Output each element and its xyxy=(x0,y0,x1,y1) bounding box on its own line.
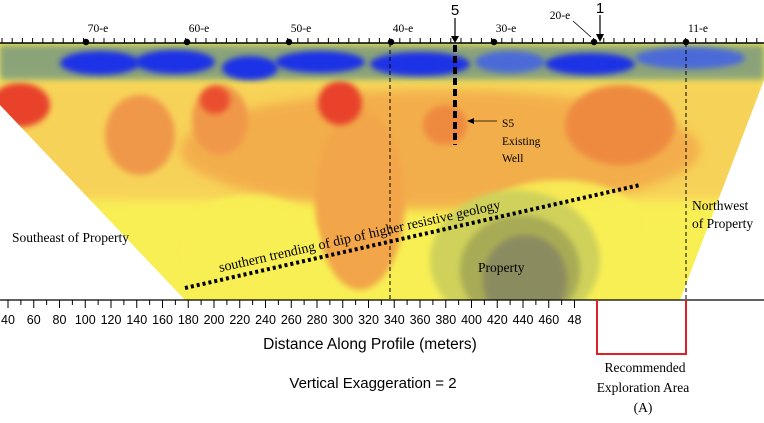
property-label: Property xyxy=(478,260,525,275)
arrow-left-icon xyxy=(467,118,474,124)
x-axis-tick-label: 220 xyxy=(229,313,250,327)
x-axis-tick-label: 420 xyxy=(487,313,508,327)
recommended-exploration-bracket xyxy=(596,300,687,355)
gray-body-core xyxy=(483,235,567,300)
x-axis: 40 60 80 100 120 140 160 180 200 220 240 260 280 300 3… xyxy=(0,299,764,353)
x-axis-tick-label: 440 xyxy=(513,313,534,327)
x-axis-tick-label: 100 xyxy=(75,313,96,327)
blue-patch-6 xyxy=(475,51,545,73)
arrow-down-icon xyxy=(596,34,604,42)
x-axis-tick-label: 80 xyxy=(53,313,67,327)
orange-lobe-3 xyxy=(423,105,467,145)
station-marker: 60-e xyxy=(183,23,209,46)
blue-patch-7 xyxy=(545,53,635,75)
point-one-label: 1 xyxy=(596,0,604,17)
x-axis-tick-label: 260 xyxy=(281,313,302,327)
x-axis-tick-label: 320 xyxy=(358,313,379,327)
x-axis-tick-label: 460 xyxy=(538,313,559,327)
blue-patch-2 xyxy=(135,50,215,74)
surface-profile-line xyxy=(0,38,764,44)
station-label: 70-e xyxy=(88,23,108,35)
blue-patch-3 xyxy=(222,56,278,80)
x-axis-tick-label: 140 xyxy=(126,313,147,327)
orange-lobe-4 xyxy=(565,85,675,165)
station-label: 30-e xyxy=(496,23,516,35)
station-dot xyxy=(183,38,191,46)
station-dot xyxy=(285,38,293,46)
recommended-label-line2: Exploration Area xyxy=(597,380,690,395)
x-axis-tick-label: 300 xyxy=(332,313,353,327)
northwest-label-line1: Northwest xyxy=(692,198,748,213)
x-axis-tick-label: 200 xyxy=(204,313,225,327)
x-axis-tick-label: 400 xyxy=(461,313,482,327)
x-axis-tick-label: 240 xyxy=(255,313,276,327)
electrode-stations: 70-e 60-e 50-e 40-e 30-e 20-e 11-e xyxy=(82,10,708,46)
recommended-label-line1: Recommended xyxy=(605,360,686,375)
station-marker: 40-e xyxy=(387,23,413,46)
x-axis-tick-label: 280 xyxy=(307,313,328,327)
orange-lobe-1 xyxy=(105,95,175,175)
x-axis-tick-label: 380 xyxy=(435,313,456,327)
well-5-marker: 5 xyxy=(451,2,459,145)
blue-patch-8 xyxy=(635,47,745,69)
blue-patch-1 xyxy=(60,51,140,75)
x-axis-tick-label: 48 xyxy=(568,313,582,327)
station-dot xyxy=(490,38,498,46)
vertical-exaggeration-label: Vertical Exaggeration = 2 xyxy=(289,375,456,392)
x-axis-tick-label: 60 xyxy=(27,313,41,327)
red-anomaly-mid xyxy=(200,86,230,114)
point-1-marker: 1 xyxy=(596,0,604,42)
station-dot xyxy=(82,38,90,46)
station-marker: 70-e xyxy=(82,23,108,46)
station-dot xyxy=(682,38,690,46)
blue-patch-5 xyxy=(370,52,470,76)
station-marker: 50-e xyxy=(285,23,311,46)
resistivity-section xyxy=(0,43,764,300)
yellow-zone-west xyxy=(180,195,320,295)
station-label: 40-e xyxy=(393,23,413,35)
existing-well-callout: S5 Existing Well xyxy=(467,118,541,165)
station-label: 50-e xyxy=(291,23,311,35)
station-pointer-line xyxy=(572,20,592,38)
well-label-line1: S5 xyxy=(502,118,514,130)
orange-plume xyxy=(315,110,405,290)
x-axis-title: Distance Along Profile (meters) xyxy=(263,336,477,353)
x-axis-tick-label: 160 xyxy=(152,313,173,327)
red-anomaly-center xyxy=(318,81,362,125)
x-axis-tick-label: 180 xyxy=(178,313,199,327)
station-label: 60-e xyxy=(189,23,209,35)
station-marker: 20-e xyxy=(550,10,598,46)
station-dot xyxy=(590,38,598,46)
southeast-label: Southeast of Property xyxy=(12,230,129,245)
station-label: 11-e xyxy=(688,23,708,35)
station-marker: 11-e xyxy=(682,23,708,46)
well-number-label: 5 xyxy=(451,2,459,19)
well-label-line3: Well xyxy=(502,153,523,165)
northwest-label-line2: of Property xyxy=(692,216,753,231)
station-label: 20-e xyxy=(550,10,570,22)
arrow-down-icon xyxy=(451,36,459,43)
x-axis-tick-label: 120 xyxy=(101,313,122,327)
x-axis-tick-label: 360 xyxy=(410,313,431,327)
x-axis-tick-label: 340 xyxy=(384,313,405,327)
x-axis-tick-label: 40 xyxy=(1,313,15,327)
blue-patch-4 xyxy=(275,51,365,73)
station-marker: 30-e xyxy=(490,23,516,46)
well-label-line2: Existing xyxy=(502,136,541,148)
station-dot xyxy=(387,38,395,46)
recommended-label-line3: (A) xyxy=(634,400,653,415)
